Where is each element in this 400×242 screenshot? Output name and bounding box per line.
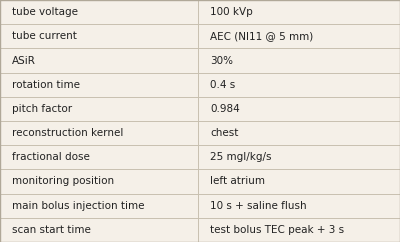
Text: monitoring position: monitoring position [12, 176, 114, 187]
Text: 10 s + saline flush: 10 s + saline flush [210, 201, 307, 211]
Text: 30%: 30% [210, 55, 233, 66]
Text: pitch factor: pitch factor [12, 104, 72, 114]
Text: left atrium: left atrium [210, 176, 265, 187]
Text: tube voltage: tube voltage [12, 7, 78, 17]
Text: 0.4 s: 0.4 s [210, 80, 235, 90]
Text: ASiR: ASiR [12, 55, 36, 66]
Text: 25 mgI/kg/s: 25 mgI/kg/s [210, 152, 272, 162]
Text: test bolus TEC peak + 3 s: test bolus TEC peak + 3 s [210, 225, 344, 235]
Text: fractional dose: fractional dose [12, 152, 90, 162]
Text: 0.984: 0.984 [210, 104, 240, 114]
Text: tube current: tube current [12, 31, 77, 41]
Text: main bolus injection time: main bolus injection time [12, 201, 144, 211]
Text: AEC (NI11 @ 5 mm): AEC (NI11 @ 5 mm) [210, 31, 313, 41]
Text: rotation time: rotation time [12, 80, 80, 90]
Text: scan start time: scan start time [12, 225, 91, 235]
Text: 100 kVp: 100 kVp [210, 7, 253, 17]
Text: chest: chest [210, 128, 238, 138]
Text: reconstruction kernel: reconstruction kernel [12, 128, 123, 138]
